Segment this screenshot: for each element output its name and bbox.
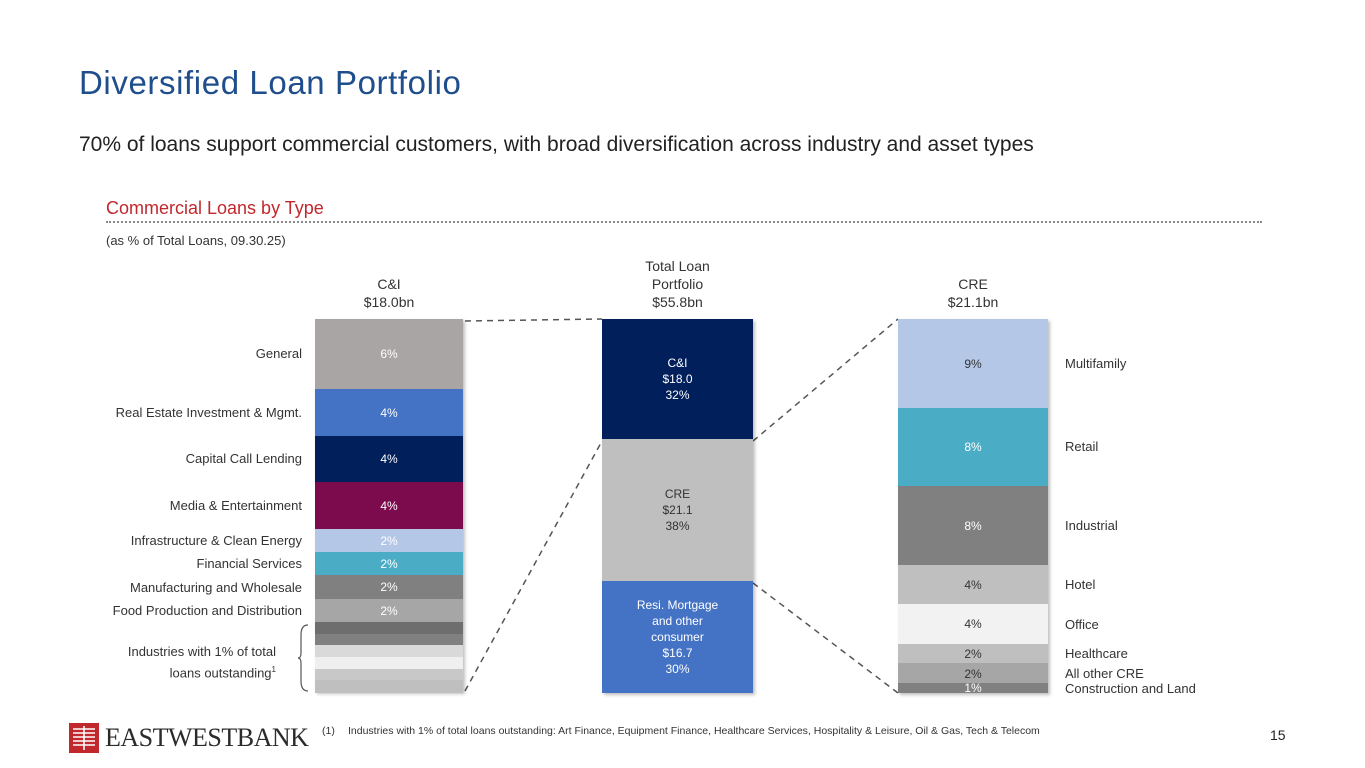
segment-value-label: 4% [964, 617, 982, 632]
category-label-real-estate-investment-mgmt: Real Estate Investment & Mgmt. [115, 404, 302, 420]
cre-segment-all-other-cre: 2% [898, 663, 1048, 684]
segment-value-label: 6% [380, 347, 398, 362]
c-i-segment-small-12 [315, 668, 463, 681]
total-loan-portfolio-segment-cre: CRE $21.1 38% [602, 438, 753, 582]
ci-header-amount: $18.0bn [363, 294, 415, 310]
cre-category-labels: Multifamily Retail Industrial Hotel Office He… [1065, 319, 1315, 696]
category-label-media-entertainment: Media & Entertainment [169, 498, 302, 513]
footnote-ref: 1 [271, 665, 276, 674]
cre-segment-multifamily: 9% [898, 319, 1048, 409]
segment-value-label: 2% [380, 533, 398, 548]
ci-stacked-bar: 6% 4% 4% 4% 2% 2% 2% 2% [315, 319, 463, 693]
as-of-note: (as % of Total Loans, 09.30.25) [106, 233, 286, 248]
category-label-hotel: Hotel [1065, 577, 1096, 593]
connector-cre-bottom [752, 582, 899, 694]
total-stacked-bar: C&I $18.0 32% CRE $21.1 38% Resi. Mortgage and … [602, 319, 753, 694]
page-subtitle: 70% of loans support commercial customer… [79, 133, 1034, 156]
page-number: 15 [1270, 727, 1286, 743]
c-i-segment-small-8 [315, 622, 463, 635]
segment-value-label: 2% [380, 557, 398, 572]
cre-stacked-bar: 9% 8% 8% 4% 4% 2% 2% 1% [898, 319, 1048, 696]
segment-value-label: 4% [380, 452, 398, 467]
connector-ci-bottom [464, 440, 603, 692]
footnote-marker: (1) [322, 725, 335, 737]
category-label-infrastructure-clean-energy: Infrastructure & Clean Energy [130, 532, 302, 548]
category-label-healthcare: Healthcare [1065, 646, 1128, 662]
category-label-all-other-cre: All other CRE [1065, 665, 1144, 681]
industries-1pct-label: Industries with 1% of total loans outsta… [80, 643, 276, 682]
c-i-segment-capital-call-lending: 4% [315, 435, 463, 483]
cre-segment-industrial: 8% [898, 486, 1048, 566]
c-i-segment-general: 6% [315, 319, 463, 390]
connector-cre-top [752, 318, 899, 442]
category-label-financial-services: Financial Services [196, 556, 303, 572]
segment-value-label: 4% [380, 405, 398, 420]
industries-bracket [298, 624, 309, 692]
segment-value-label: 2% [964, 666, 982, 681]
ci-header: C&I $18.0bn [315, 275, 463, 311]
c-i-segment-manufacturing-and-wholesale: 2% [315, 575, 463, 600]
total-loan-portfolio-segment-resi-mortgage-and-other-consumer: Resi. Mortgage and other consumer $16.7 30% [602, 580, 753, 694]
category-label-capital-call-lending: Capital Call Lending [185, 451, 302, 467]
page-title: Diversified Loan Portfolio [79, 64, 462, 101]
cre-segment-healthcare: 2% [898, 643, 1048, 664]
ci-header-name: C&I [377, 276, 401, 292]
category-label-office: Office [1065, 616, 1099, 632]
category-label-multifamily: Multifamily [1065, 355, 1127, 371]
section-title: Commercial Loans by Type [106, 198, 324, 218]
segment-value-label: 8% [964, 440, 982, 455]
segment-value-label: 2% [380, 603, 398, 618]
c-i-segment-real-estate-investment-mgmt: 4% [315, 388, 463, 437]
total-loan-portfolio-segment-c-i: C&I $18.0 32% [602, 319, 753, 440]
c-i-segment-small-10 [315, 645, 463, 658]
segment-value-label: 4% [964, 577, 982, 592]
cre-segment-retail: 8% [898, 407, 1048, 487]
section-divider [106, 221, 1262, 223]
eastwest-logo: EASTWESTBANK [69, 723, 309, 753]
cre-header: CRE $21.1bn [898, 275, 1048, 311]
segment-value-label: 4% [380, 498, 398, 513]
connector-ci-top [464, 318, 603, 322]
c-i-segment-infrastructure-clean-energy: 2% [315, 528, 463, 553]
total-header: Total Loan Portfolio $55.8bn [602, 257, 753, 311]
bank-logo-icon [69, 723, 99, 753]
segment-value-label: 2% [380, 580, 398, 595]
segment-data-label: C&I $18.0 32% [662, 356, 693, 403]
c-i-segment-financial-services: 2% [315, 552, 463, 576]
total-header-amount: $55.8bn [652, 294, 703, 310]
c-i-segment-small-9 [315, 633, 463, 646]
industries-1pct-line1: Industries with 1% of total [127, 644, 276, 659]
category-label-food-production-and-distribution: Food Production and Distribution [112, 602, 302, 618]
c-i-segment-food-production-and-distribution: 2% [315, 598, 463, 623]
segment-value-label: 2% [964, 646, 982, 661]
c-i-segment-media-entertainment: 4% [315, 482, 463, 530]
category-label-construction-and-land: Construction and Land [1065, 680, 1196, 696]
cre-segment-construction-and-land: 1% [898, 681, 1048, 696]
c-i-segment-small-13 [315, 680, 463, 693]
category-label-retail: Retail [1065, 439, 1099, 455]
cre-header-name: CRE [958, 276, 988, 292]
segment-value-label: 9% [964, 356, 982, 371]
category-label-general: General [255, 346, 302, 362]
total-header-line1: Total Loan [645, 258, 710, 274]
category-label-industrial: Industrial [1065, 518, 1118, 534]
c-i-segment-small-11 [315, 657, 463, 670]
cre-segment-hotel: 4% [898, 565, 1048, 605]
industries-1pct-line2-wrap: loans outstanding1 [80, 661, 276, 682]
footnote-text: Industries with 1% of total loans outsta… [348, 725, 1040, 737]
cre-header-amount: $21.1bn [947, 294, 999, 310]
industries-1pct-line2: loans outstanding [169, 665, 272, 681]
segment-value-label: 8% [964, 518, 982, 533]
ci-category-labels: General Real Estate Investment & Mgmt. Cap… [40, 319, 302, 692]
category-label-manufacturing-and-wholesale: Manufacturing and Wholesale [130, 579, 302, 595]
segment-data-label: Resi. Mortgage and other consumer $16.7 30% [636, 598, 719, 677]
logo-wordmark: EASTWESTBANK [105, 723, 309, 752]
segment-data-label: CRE $21.1 38% [662, 486, 693, 533]
total-header-line2: Portfolio [651, 276, 704, 292]
segment-value-label: 1% [964, 681, 982, 696]
footnote: (1) Industries with 1% of total loans out… [322, 725, 1040, 737]
cre-segment-office: 4% [898, 604, 1048, 645]
